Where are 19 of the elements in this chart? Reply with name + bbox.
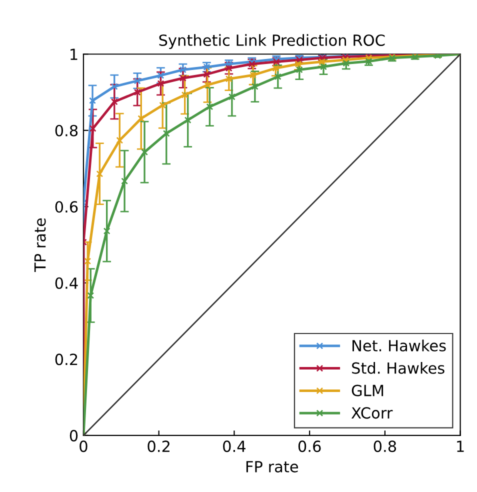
- y-tick-label: 0: [70, 430, 78, 442]
- legend-label: XCorr: [351, 407, 393, 419]
- x-tick-label: 0.4: [223, 440, 246, 452]
- legend-label: GLM: [352, 384, 384, 396]
- y-tick-label: 0.6: [55, 201, 78, 213]
- y-tick-label: 0.2: [55, 354, 78, 366]
- x-axis-title: FP rate: [246, 461, 298, 472]
- legend-label: Std. Hawkes: [352, 362, 444, 374]
- x-tick-label: 0.8: [374, 440, 396, 452]
- x-tick-label: 1: [457, 440, 464, 452]
- x-tick-label: 0: [80, 440, 88, 452]
- x-tick-label: 0.6: [298, 440, 321, 452]
- chart-title: Synthetic Link Prediction ROC: [159, 34, 385, 49]
- legend-label: Net. Hawkes: [352, 340, 446, 352]
- y-tick-label: 0.4: [55, 277, 78, 289]
- y-axis-title: TP rate: [34, 218, 46, 272]
- x-tick-label: 0.2: [148, 440, 170, 452]
- y-tick-label: 0.8: [55, 124, 78, 136]
- y-tick-label: 1: [70, 48, 78, 60]
